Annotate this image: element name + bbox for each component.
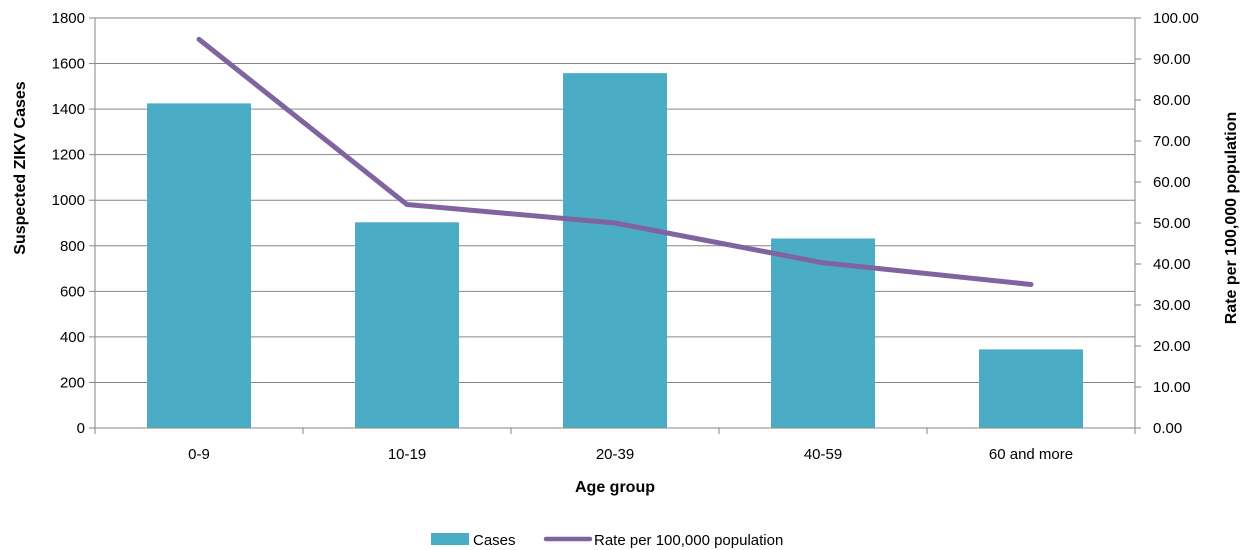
x-tick-label: 40-59: [804, 446, 842, 463]
y2-tick-label: 50.00: [1153, 215, 1191, 232]
y-tick-label: 1800: [52, 10, 85, 27]
y2-tick-label: 90.00: [1153, 51, 1191, 68]
legend-label-rate: Rate per 100,000 population: [594, 532, 783, 549]
legend: Cases Rate per 100,000 population: [431, 532, 783, 549]
y-tick-label: 1600: [52, 56, 85, 73]
legend-swatch-cases: [431, 533, 469, 545]
y-tick-label: 0: [77, 420, 85, 437]
y2-tick-label: 40.00: [1153, 256, 1191, 273]
y-tick-label: 1200: [52, 147, 85, 164]
x-tick-label: 20-39: [596, 446, 634, 463]
y-tick-label: 200: [60, 374, 85, 391]
line-series-rate: [196, 36, 1034, 287]
y-tick-label: 800: [60, 238, 85, 255]
bar-60-and-more: [979, 349, 1083, 428]
y2-axis-title: Rate per 100,000 population: [1223, 112, 1240, 325]
bar-series-cases: [147, 73, 1083, 429]
y-tick-label: 600: [60, 283, 85, 300]
x-tick-label: 60 and more: [989, 446, 1073, 463]
y2-tick-label: 20.00: [1153, 338, 1191, 355]
bar-40-59: [771, 238, 875, 428]
y2-tick-label: 70.00: [1153, 133, 1191, 150]
y2-tick-label: 100.00: [1153, 10, 1199, 27]
y-tick-label: 400: [60, 329, 85, 346]
y-tick-label: 1400: [52, 101, 85, 118]
x-tick-label: 0-9: [188, 446, 210, 463]
x-tick-label: 10-19: [388, 446, 426, 463]
tick-labels: 0 200 400 600 800 1000 1200 1400 1600 1800 0.00 10.…: [52, 10, 1199, 463]
y-tick-label: 1000: [52, 192, 85, 209]
y2-tick-label: 0.00: [1153, 420, 1182, 437]
bar-0-9: [147, 103, 251, 429]
y2-tick-label: 30.00: [1153, 297, 1191, 314]
y2-tick-label: 60.00: [1153, 174, 1191, 191]
x-axis-title: Age group: [575, 479, 655, 496]
axes: [89, 17, 1141, 434]
y-axis-title: Suspected ZIKV Cases: [12, 81, 29, 255]
y2-tick-label: 80.00: [1153, 92, 1191, 109]
bar-10-19: [355, 222, 459, 428]
bar-20-39: [563, 73, 667, 428]
legend-label-cases: Cases: [473, 532, 516, 549]
y2-tick-label: 10.00: [1153, 379, 1191, 396]
